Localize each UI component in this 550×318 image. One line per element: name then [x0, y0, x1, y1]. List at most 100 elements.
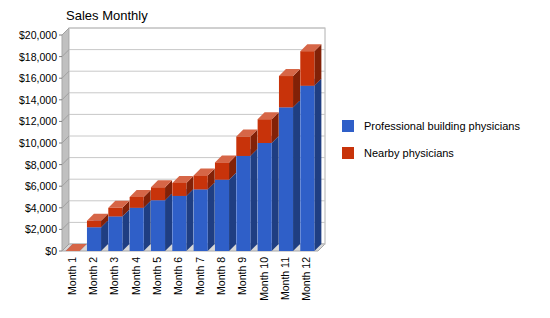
title: Sales Monthly	[66, 8, 148, 23]
bar	[258, 143, 272, 251]
legend: Professional building physicians Nearby p…	[342, 120, 520, 159]
bar-top	[151, 180, 172, 187]
bar-side	[229, 173, 236, 251]
y-tick-label: $14,000	[19, 94, 57, 106]
bar-top	[258, 112, 279, 119]
bar	[87, 227, 101, 251]
bar	[300, 51, 314, 86]
tick	[59, 35, 62, 36]
y-tick-label: $8,000	[25, 159, 57, 171]
bar-top	[130, 190, 151, 197]
grid-line	[69, 28, 325, 29]
x-tick-label: Month 10	[258, 257, 270, 301]
bar	[130, 208, 144, 251]
bar	[215, 180, 229, 251]
tick	[59, 186, 62, 187]
tick	[59, 99, 62, 100]
bar-top	[66, 244, 87, 251]
y-tick-label: $0	[45, 245, 57, 257]
x-tick-label: Month 3	[108, 257, 120, 295]
chart: Sales Monthly $0 $2,000 $4,000 $6,000 $8,000 $…	[0, 0, 550, 318]
bar	[236, 137, 250, 156]
x-tick-label: Month 9	[236, 257, 248, 295]
y-tick-label: $2,000	[25, 223, 57, 235]
bar	[300, 86, 314, 251]
bar-top	[279, 69, 300, 76]
grid-line-wall	[62, 28, 69, 35]
bar	[279, 76, 293, 107]
bar-side	[144, 201, 151, 251]
bar-side	[250, 149, 257, 251]
y-tick-label: $6,000	[25, 180, 57, 192]
tick	[59, 121, 62, 122]
y-tick-label: $12,000	[19, 115, 57, 127]
bar-side	[272, 136, 279, 251]
tick	[59, 229, 62, 230]
bar	[108, 208, 122, 217]
bar	[194, 189, 208, 251]
grid-line-wall	[62, 179, 69, 186]
grid-line	[69, 49, 325, 50]
bar-side	[314, 44, 321, 86]
y-tick-label: $18,000	[19, 51, 57, 63]
bar	[194, 175, 208, 189]
bar	[87, 221, 101, 227]
bars	[66, 44, 322, 251]
legend-swatch	[342, 147, 354, 159]
grid-line-wall	[62, 114, 69, 121]
tick	[59, 56, 62, 57]
bar-side	[122, 209, 129, 251]
bar-top	[215, 155, 236, 162]
y-tick-label: $16,000	[19, 72, 57, 84]
y-tick-label: $20,000	[19, 29, 57, 41]
bar	[151, 200, 165, 251]
x-tick-label: Month 7	[194, 257, 206, 295]
bar-top	[194, 168, 215, 175]
bar	[172, 183, 186, 196]
y-tick-label: $10,000	[19, 137, 57, 149]
bar-top	[66, 244, 87, 251]
x-tick-label: Month 6	[172, 257, 184, 295]
grid-line-wall	[62, 93, 69, 100]
bar-top	[108, 201, 129, 208]
grid-line-wall	[62, 136, 69, 143]
x-tick-label: Month 5	[151, 257, 163, 295]
bar-top	[236, 130, 257, 137]
tick	[59, 207, 62, 208]
bar	[172, 196, 186, 251]
bar	[151, 187, 165, 200]
tick	[59, 143, 62, 144]
bar-side	[165, 193, 172, 251]
legend-swatch	[342, 120, 354, 132]
bar	[130, 197, 144, 208]
bar-side	[208, 182, 215, 251]
grid-line-wall	[62, 50, 69, 57]
grid-line-wall	[62, 201, 69, 208]
tick	[59, 251, 62, 252]
legend-label: Professional building physicians	[364, 120, 520, 132]
grid-line-wall	[62, 158, 69, 165]
tick	[59, 164, 62, 165]
grid-line-wall	[62, 222, 69, 229]
bar-side	[314, 79, 321, 251]
x-tick-label: Month 8	[215, 257, 227, 295]
x-tick-label: Month 2	[87, 257, 99, 295]
legend-label: Nearby physicians	[364, 147, 454, 159]
x-tick-label: Month 4	[130, 257, 142, 295]
bar-side	[186, 189, 193, 251]
bar-top	[300, 44, 321, 51]
bar	[279, 107, 293, 251]
bar	[258, 119, 272, 143]
tick	[59, 78, 62, 79]
x-tick-label: Month 11	[279, 257, 291, 300]
bar	[215, 162, 229, 179]
bar-top	[87, 214, 108, 221]
x-tick-label: Month 12	[300, 257, 312, 301]
bar-top	[172, 176, 193, 183]
grid-line-wall	[62, 71, 69, 78]
left-wall	[62, 28, 69, 251]
y-tick-label: $4,000	[25, 202, 57, 214]
x-tick-label: Month 1	[66, 257, 78, 295]
bar	[108, 216, 122, 251]
bar-side	[293, 100, 300, 251]
